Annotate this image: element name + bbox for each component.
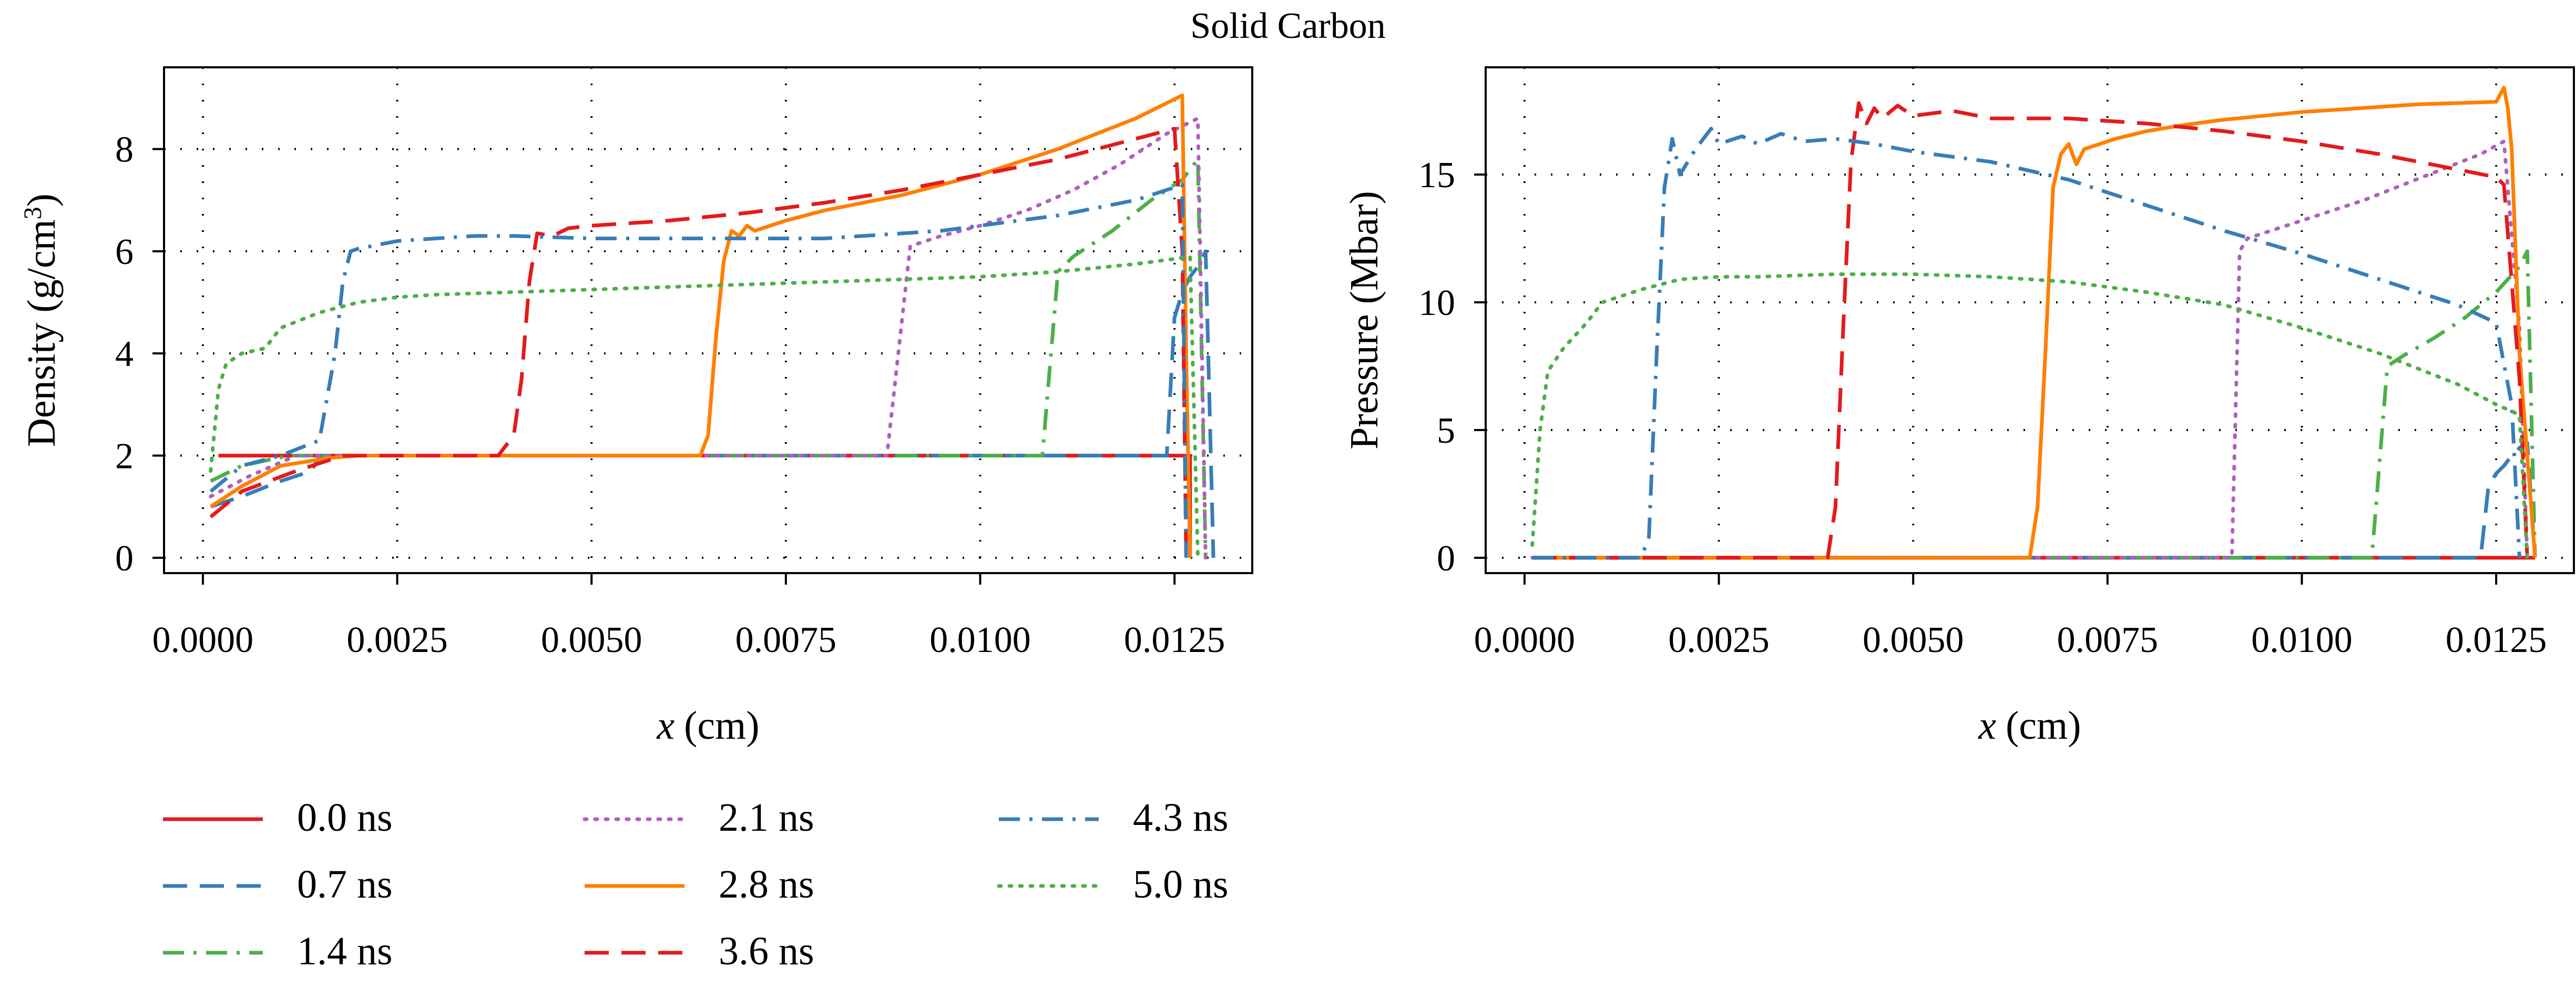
- pressure-series-5-0-ns: [1530, 272, 2529, 560]
- density-ticks: 0.0000 0.0025 0.0050 0.0075 0.0100 0.0125 0 2 4 6…: [115, 129, 1225, 660]
- pressure-x-axis-label: x (cm): [1978, 704, 2081, 748]
- density-x-var: x: [656, 704, 674, 748]
- pressure-series: [1530, 86, 2537, 560]
- density-x-tick-label: 0.0050: [541, 620, 642, 660]
- pressure-y-tick-label: 0: [1437, 538, 1455, 579]
- pressure-plot-frame: [1485, 66, 2575, 574]
- legend-label-0-0-ns: 0.0 ns: [297, 796, 393, 840]
- legend-label-1-4-ns: 1.4 ns: [297, 929, 393, 973]
- density-x-unit: (cm): [684, 704, 759, 748]
- pressure-series-3-6-ns: [1532, 101, 2529, 560]
- legend-label-0-7-ns: 0.7 ns: [297, 862, 393, 906]
- pressure-y-tick-label: 15: [1418, 155, 1455, 196]
- density-y-axis-label: Density (g/cm3): [19, 193, 64, 447]
- density-plot-frame: [163, 66, 1253, 574]
- density-series-4-3-ns: [209, 183, 1188, 558]
- density-x-tick-label: 0.0025: [346, 620, 448, 660]
- pressure-grid: [1486, 67, 2574, 573]
- legend-label-2-1-ns: 2.1 ns: [719, 796, 814, 840]
- legend-label-2-8-ns: 2.8 ns: [719, 862, 814, 906]
- figure-title: Solid Carbon: [1190, 6, 1385, 46]
- pressure-x-tick-label: 0.0050: [1863, 620, 1964, 660]
- legend-label-4-3-ns: 4.3 ns: [1133, 796, 1229, 840]
- density-panel: 0.0000 0.0025 0.0050 0.0075 0.0100 0.0125 0 2 4 6…: [19, 66, 1253, 748]
- pressure-series-1-4-ns: [1532, 249, 2537, 560]
- density-series-0-0-ns: [218, 454, 1192, 558]
- density-y-tick-label: 4: [115, 334, 134, 374]
- pressure-x-unit: (cm): [2006, 704, 2081, 748]
- density-x-axis-label: x (cm): [656, 704, 759, 748]
- pressure-y-tick-label: 10: [1418, 283, 1455, 323]
- legend-label-5-0-ns: 5.0 ns: [1133, 862, 1229, 906]
- density-series: [209, 93, 1215, 560]
- density-series-5-0-ns: [209, 254, 1200, 560]
- pressure-series-2-8-ns: [1532, 86, 2537, 560]
- pressure-x-tick-label: 0.0125: [2446, 620, 2547, 660]
- density-y-tick-label: 0: [115, 538, 134, 579]
- pressure-x-var: x: [1978, 704, 1996, 748]
- density-x-tick-label: 0.0075: [735, 620, 837, 660]
- pressure-y-axis-label: Pressure (Mbar): [1342, 191, 1386, 450]
- density-series-2-1-ns: [209, 116, 1208, 560]
- density-y-tick-label: 2: [115, 436, 134, 477]
- density-y-tick-label: 6: [115, 232, 134, 272]
- pressure-series-2-1-ns: [1530, 139, 2529, 560]
- legend-label-3-6-ns: 3.6 ns: [719, 929, 814, 973]
- density-grid: [164, 67, 1252, 573]
- density-y-tick-label: 8: [115, 129, 134, 170]
- legend: 0.0 ns 0.7 ns 1.4 ns 2.1 ns 2.8 ns 3.6 ns 4.3 …: [163, 796, 1229, 973]
- pressure-x-tick-label: 0.0025: [1668, 620, 1770, 660]
- density-x-tick-label: 0.0100: [929, 620, 1031, 660]
- pressure-y-tick-label: 5: [1437, 411, 1455, 451]
- density-series-1-4-ns: [210, 157, 1208, 558]
- pressure-x-tick-label: 0.0075: [2057, 620, 2159, 660]
- pressure-x-tick-label: 0.0100: [2251, 620, 2353, 660]
- pressure-x-tick-label: 0.0000: [1474, 620, 1576, 660]
- density-x-tick-label: 0.0000: [152, 620, 254, 660]
- density-series-2-8-ns: [209, 93, 1192, 558]
- pressure-ticks: 0.0000 0.0025 0.0050 0.0075 0.0100 0.0125 0 5 10…: [1418, 155, 2547, 660]
- pressure-series-4-3-ns: [1532, 127, 2521, 560]
- density-series-0-7-ns: [210, 249, 1215, 558]
- density-x-tick-label: 0.0125: [1124, 620, 1225, 660]
- pressure-panel: 0.0000 0.0025 0.0050 0.0075 0.0100 0.0125 0 5 10…: [1342, 66, 2575, 748]
- density-series-3-6-ns: [209, 127, 1188, 558]
